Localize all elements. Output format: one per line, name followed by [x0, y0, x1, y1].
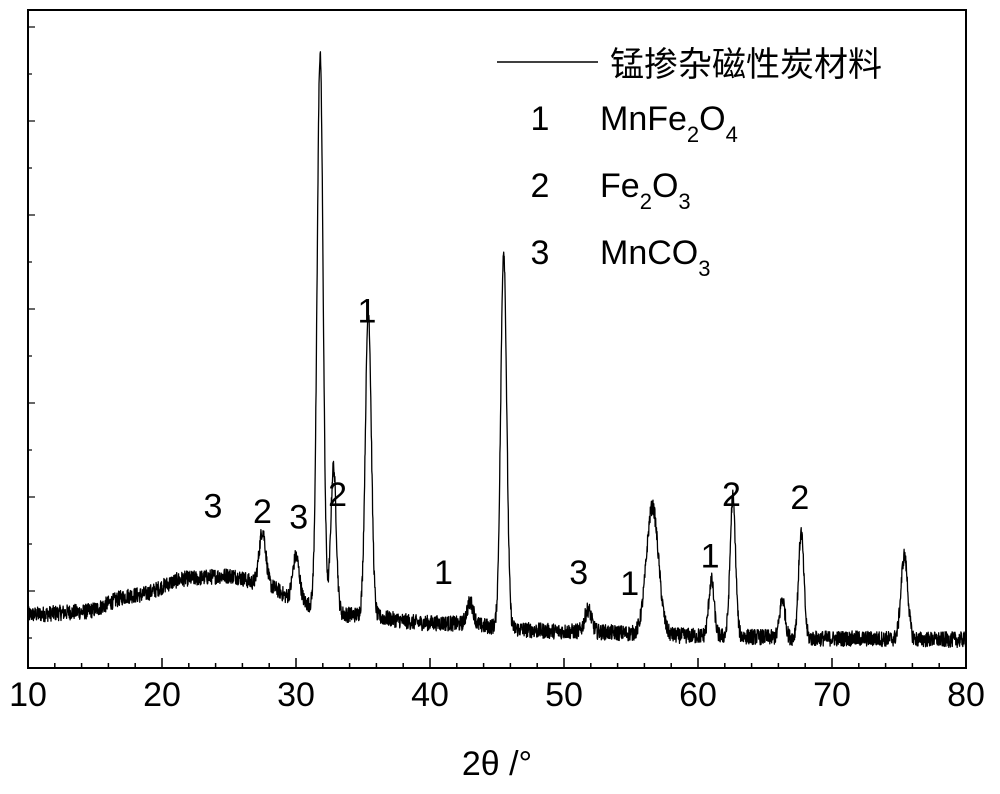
formula-part: Fe — [600, 167, 640, 205]
peak-label: 3 — [203, 487, 222, 525]
legend-entry-formula: MnFe2O4 — [600, 100, 738, 147]
formula-subscript: 3 — [698, 256, 710, 281]
x-tick-label: 50 — [545, 676, 583, 714]
x-tick-label: 40 — [411, 676, 449, 714]
formula-subscript: 2 — [640, 189, 652, 214]
y-axis-ticks — [28, 27, 35, 638]
peak-label: 2 — [328, 476, 347, 514]
formula-subscript: 4 — [726, 122, 738, 147]
peak-label: 3 — [569, 554, 588, 592]
x-tick-label: 20 — [143, 676, 181, 714]
series-line — [28, 52, 966, 648]
peak-label: 2 — [722, 476, 741, 514]
legend-series-label: 锰掺杂磁性炭材料 — [610, 46, 882, 84]
formula-part: MnCO — [600, 234, 698, 272]
legend-entry-number: 2 — [531, 167, 550, 205]
formula-part: O — [699, 100, 725, 138]
legend-entry-formula: MnCO3 — [600, 234, 710, 281]
legend: 锰掺杂磁性炭材料 1MnFe2O42Fe2O33MnCO3 — [497, 46, 882, 281]
x-tick-label: 60 — [679, 676, 717, 714]
legend-entry-formula: Fe2O3 — [600, 167, 691, 214]
peak-label: 2 — [790, 479, 809, 517]
x-tick-label: 70 — [813, 676, 851, 714]
peak-label: 1 — [358, 293, 377, 331]
peak-label: 3 — [289, 498, 308, 536]
peak-label: 1 — [620, 565, 639, 603]
x-tick-label: 80 — [947, 676, 985, 714]
peak-label: 2 — [253, 493, 272, 531]
x-tick-label: 10 — [9, 676, 47, 714]
formula-subscript: 2 — [687, 122, 699, 147]
x-axis-title: 2θ /° — [462, 745, 532, 783]
formula-subscript: 3 — [678, 189, 690, 214]
peak-label: 1 — [701, 537, 720, 575]
formula-part: MnFe — [600, 100, 687, 138]
formula-part: O — [652, 167, 678, 205]
legend-entry-number: 1 — [531, 100, 550, 138]
legend-entry-number: 3 — [531, 234, 550, 272]
peak-label: 1 — [434, 554, 453, 592]
x-tick-label: 30 — [277, 676, 315, 714]
x-axis-ticks: 10 20 30 40 50 60 70 80 — [9, 658, 985, 714]
plot-frame — [28, 10, 966, 668]
